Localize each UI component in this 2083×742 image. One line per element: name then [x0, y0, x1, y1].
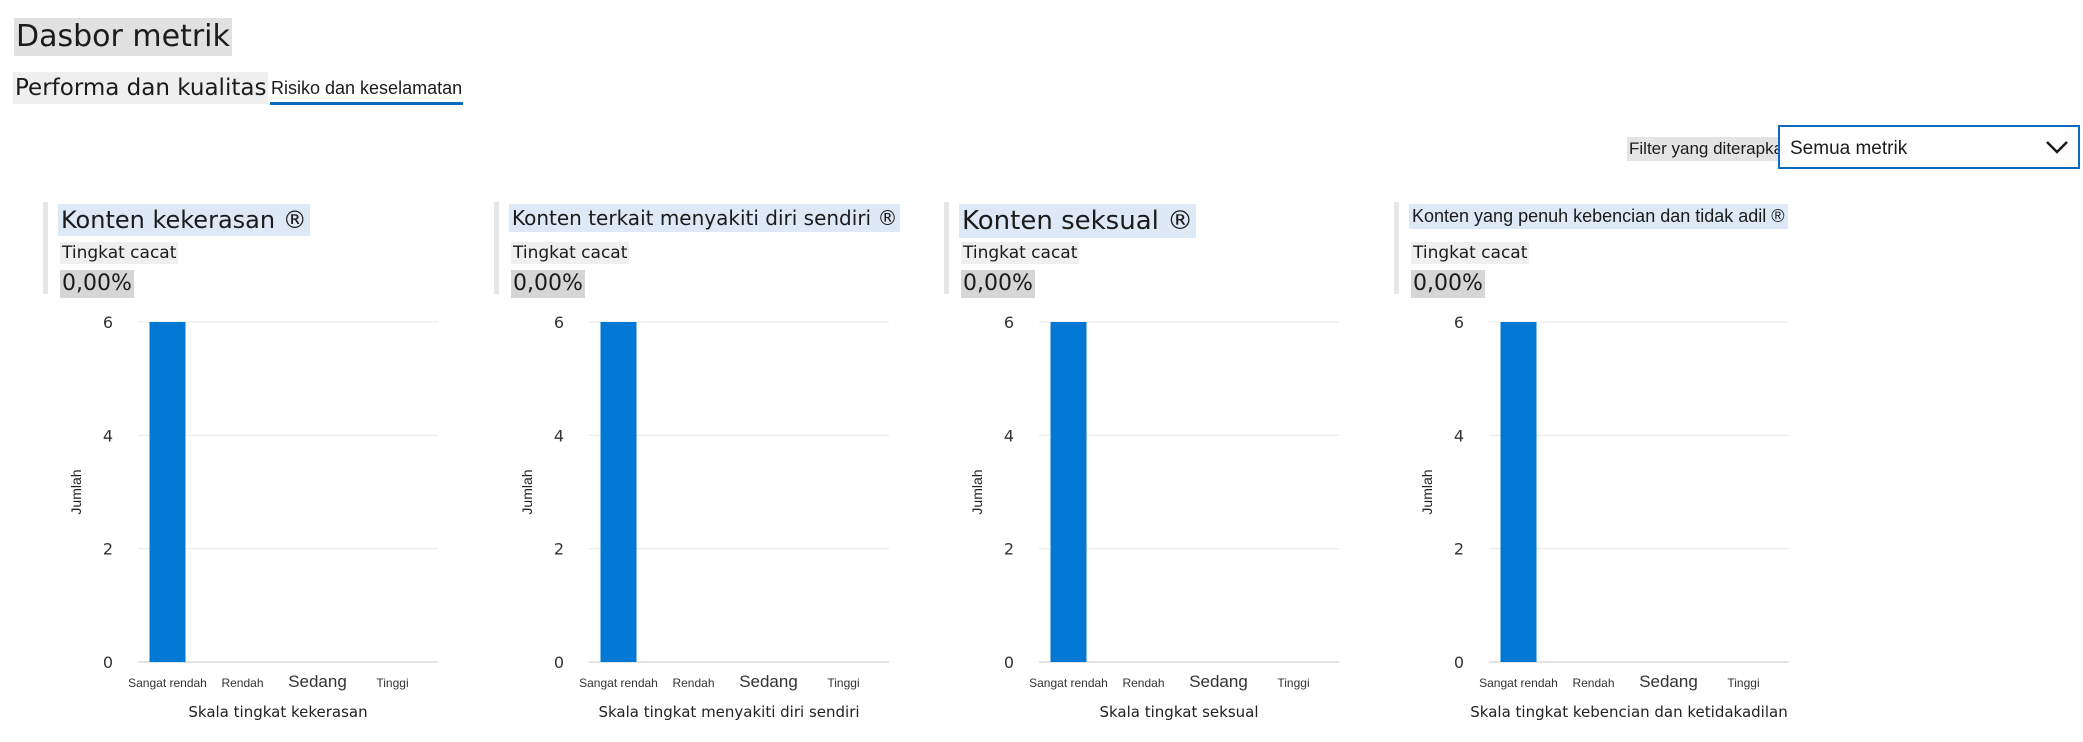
- y-tick-label: 4: [1004, 426, 1014, 445]
- x-tick-label: Sedang: [739, 672, 798, 691]
- bar: [149, 322, 186, 662]
- metric-filter-dropdown[interactable]: Semua metrik: [1778, 125, 2080, 169]
- x-tick-label: Rendah: [672, 676, 714, 690]
- card-title: Konten kekerasan ®: [58, 204, 310, 236]
- bar: [600, 322, 637, 662]
- y-tick-label: 4: [554, 426, 564, 445]
- y-tick-label: 6: [103, 313, 113, 332]
- bar-chart: 0 2 4 6 Sangat rendah Rendah Sedang Tinggi Skala…: [68, 313, 438, 721]
- y-tick-label: 0: [1004, 653, 1014, 672]
- x-tick-label: Sangat rendah: [579, 676, 658, 690]
- card-accent-bar: [494, 202, 499, 294]
- y-tick-label: 2: [1004, 540, 1014, 559]
- metric-label: Tingkat cacat: [1411, 242, 1530, 264]
- tab-risiko-dan-keselamatan[interactable]: Risiko dan keselamatan: [270, 74, 464, 105]
- chevron-down-icon: [2046, 141, 2068, 154]
- y-tick-label: 0: [554, 653, 564, 672]
- tab-performa-dan-kualitas[interactable]: Performa dan kualitas: [13, 72, 269, 104]
- metric-card-sexual: Konten seksual ® Tingkat cacat 0,00% 0 2 4…: [944, 202, 1384, 742]
- y-tick-label: 4: [103, 426, 113, 445]
- x-tick-label: Rendah: [221, 676, 263, 690]
- metric-card-violence: Konten kekerasan ® Tingkat cacat 0,00% 0…: [43, 202, 483, 742]
- x-tick-label: Tinggi: [827, 676, 859, 690]
- y-tick-label: 6: [1454, 313, 1464, 332]
- metric-value: 0,00%: [1411, 270, 1485, 298]
- bar: [1050, 322, 1087, 662]
- dropdown-value: Semua metrik: [1790, 138, 1908, 159]
- y-axis-label: Jumlah: [1419, 469, 1435, 514]
- x-tick-label: Sedang: [1639, 672, 1698, 691]
- metric-card-self-harm: Konten terkait menyakiti diri sendiri ® …: [494, 202, 934, 742]
- page-title: Dasbor metrik: [14, 18, 232, 56]
- x-axis-label: Skala tingkat kebencian dan ketidakadila…: [1470, 703, 1787, 721]
- y-tick-label: 6: [1004, 313, 1014, 332]
- y-tick-label: 0: [1454, 653, 1464, 672]
- x-axis-label: Skala tingkat kekerasan: [188, 703, 367, 721]
- card-accent-bar: [1394, 202, 1399, 294]
- bar: [1500, 322, 1537, 662]
- x-tick-label: Sangat rendah: [1029, 676, 1108, 690]
- metric-card-hate-unfairness: Konten yang penuh kebencian dan tidak ad…: [1394, 202, 1834, 742]
- x-tick-label: Sangat rendah: [1479, 676, 1558, 690]
- y-tick-label: 4: [1454, 426, 1464, 445]
- bar-chart: 0 2 4 6 Sangat rendah Rendah Sedang Tinggi Skala…: [519, 313, 889, 721]
- x-tick-label: Sedang: [288, 672, 347, 691]
- x-tick-label: Tinggi: [1277, 676, 1309, 690]
- x-tick-label: Sedang: [1189, 672, 1248, 691]
- metric-label: Tingkat cacat: [511, 242, 630, 264]
- x-tick-label: Rendah: [1572, 676, 1614, 690]
- metric-value: 0,00%: [511, 270, 585, 298]
- card-title: Konten yang penuh kebencian dan tidak ad…: [1409, 204, 1788, 229]
- bar-chart: 0 2 4 6 Sangat rendah Rendah Sedang Tinggi Skala…: [969, 313, 1339, 721]
- x-tick-label: Sangat rendah: [128, 676, 207, 690]
- bar-chart: 0 2 4 6 Sangat rendah Rendah Sedang Tinggi Skala…: [1419, 313, 1789, 721]
- y-tick-label: 0: [103, 653, 113, 672]
- y-tick-label: 2: [1454, 540, 1464, 559]
- x-axis-label: Skala tingkat menyakiti diri sendiri: [598, 703, 859, 721]
- y-tick-label: 6: [554, 313, 564, 332]
- y-axis-label: Jumlah: [68, 469, 84, 514]
- y-axis-label: Jumlah: [519, 469, 535, 514]
- x-tick-label: Tinggi: [376, 676, 408, 690]
- y-tick-label: 2: [554, 540, 564, 559]
- metric-value: 0,00%: [60, 270, 134, 298]
- metric-value: 0,00%: [961, 270, 1035, 298]
- metric-label: Tingkat cacat: [961, 242, 1080, 264]
- x-tick-label: Rendah: [1122, 676, 1164, 690]
- card-accent-bar: [43, 202, 48, 294]
- y-tick-label: 2: [103, 540, 113, 559]
- x-tick-label: Tinggi: [1727, 676, 1759, 690]
- x-axis-label: Skala tingkat seksual: [1099, 703, 1258, 721]
- metric-label: Tingkat cacat: [60, 242, 179, 264]
- card-title: Konten seksual ®: [959, 204, 1197, 238]
- card-accent-bar: [944, 202, 949, 294]
- card-title: Konten terkait menyakiti diri sendiri ®: [509, 204, 901, 232]
- filter-label: Filter yang diterapkan: [1627, 137, 1795, 161]
- y-axis-label: Jumlah: [969, 469, 985, 514]
